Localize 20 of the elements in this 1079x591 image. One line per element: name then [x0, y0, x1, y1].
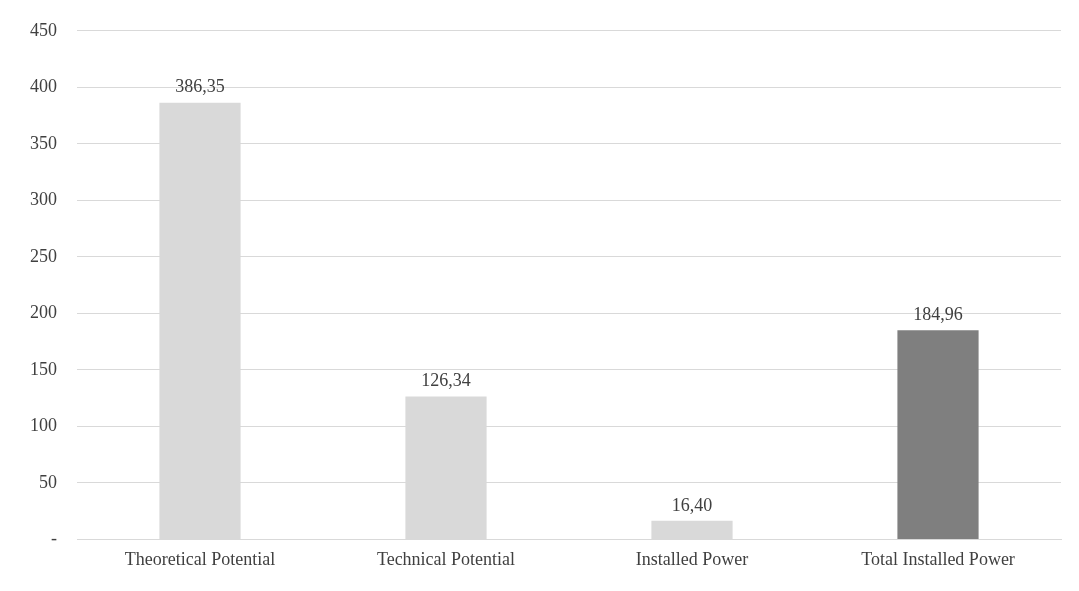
y-tick-label: -: [51, 528, 57, 549]
bar: [897, 330, 979, 539]
y-tick-label: 150: [30, 358, 57, 379]
data-label: 126,34: [421, 370, 471, 391]
x-tick-label: Total Installed Power: [861, 548, 1015, 569]
x-tick-label: Technical Potential: [376, 548, 516, 569]
y-tick-label: 250: [30, 245, 57, 266]
data-label: 16,40: [671, 494, 713, 515]
data-label: 386,35: [175, 76, 225, 97]
bar: [651, 520, 733, 539]
y-tick-label: 450: [30, 19, 57, 40]
y-tick-label: 350: [30, 132, 57, 153]
y-tick-label: 300: [30, 189, 57, 210]
y-tick-label: 200: [30, 302, 57, 323]
x-tick-label: Installed Power: [635, 548, 749, 569]
x-tick-label: Theoretical Potential: [124, 548, 276, 569]
y-tick-label: 400: [30, 76, 57, 97]
y-tick-label: 50: [39, 471, 57, 492]
data-label: 184,96: [913, 304, 963, 325]
y-tick-label: 100: [30, 415, 57, 436]
